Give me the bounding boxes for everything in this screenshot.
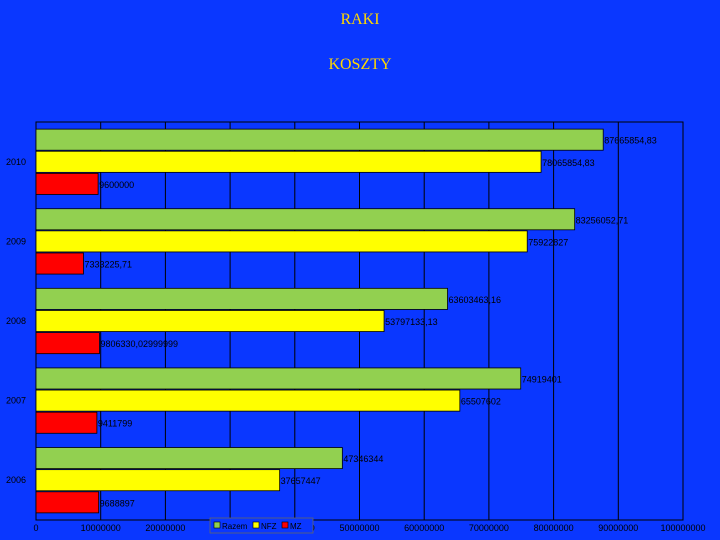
x-tick-label: 20000000 xyxy=(145,523,185,533)
bar xyxy=(35,150,542,173)
legend-label: NFZ xyxy=(261,522,277,531)
bar xyxy=(35,172,99,195)
bar xyxy=(35,411,98,434)
data-label: 87665854,83 xyxy=(604,136,657,146)
x-tick-label: 60000000 xyxy=(404,523,444,533)
data-label: 7333225,71 xyxy=(84,260,132,270)
x-tick-label: 10000000 xyxy=(81,523,121,533)
bars xyxy=(35,128,604,514)
data-label: 37657447 xyxy=(281,476,321,486)
bar xyxy=(35,491,100,514)
bar xyxy=(35,310,385,332)
legend-label: MZ xyxy=(290,522,302,531)
bar xyxy=(35,367,522,390)
data-label: 65507602 xyxy=(461,397,501,407)
bar xyxy=(35,252,84,275)
x-tick-label: 50000000 xyxy=(339,523,379,533)
x-tick-label: 90000000 xyxy=(598,523,638,533)
y-tick-label: 2006 xyxy=(6,475,26,485)
bar xyxy=(35,469,281,492)
legend-label: Razem xyxy=(222,522,248,531)
x-tick-label: 100000000 xyxy=(660,523,705,533)
data-label: 9411799 xyxy=(98,419,132,429)
y-tick-label: 2007 xyxy=(6,396,26,406)
data-label: 9600000 xyxy=(99,180,134,190)
data-label: 9688897 xyxy=(100,498,135,508)
x-tick-label: 80000000 xyxy=(534,523,574,533)
y-tick-label: 2008 xyxy=(6,316,26,326)
data-label: 47346344 xyxy=(343,454,383,464)
data-label: 9806330,02999999 xyxy=(100,339,178,349)
x-tick-label: 0 xyxy=(33,523,38,533)
y-tick-label: 2009 xyxy=(6,236,26,246)
legend-swatch xyxy=(252,521,260,529)
chart-title: RAKI xyxy=(340,11,380,28)
bar xyxy=(35,447,343,470)
data-label: 75922827 xyxy=(528,237,568,247)
y-tick-label: 2010 xyxy=(6,157,26,167)
bar xyxy=(35,128,604,151)
chart-subtitle: KOSZTY xyxy=(328,56,392,73)
bar xyxy=(35,287,448,310)
bar xyxy=(35,208,576,231)
legend: Razem NFZ MZ xyxy=(209,517,314,534)
bar xyxy=(35,332,100,355)
data-label: 63603463,16 xyxy=(449,295,502,305)
data-label: 83256052,71 xyxy=(576,215,629,225)
x-tick-label: 70000000 xyxy=(469,523,509,533)
legend-swatch xyxy=(213,521,221,529)
data-label: 74919401 xyxy=(522,374,562,384)
data-labels: 87665854,83 78065854,83 9600000 83256052,71… xyxy=(84,136,656,509)
legend-swatch xyxy=(281,521,289,529)
data-label: 78065854,83 xyxy=(542,158,595,168)
bar xyxy=(35,389,461,412)
bar xyxy=(35,230,528,253)
data-label: 53797133,13 xyxy=(385,317,438,327)
